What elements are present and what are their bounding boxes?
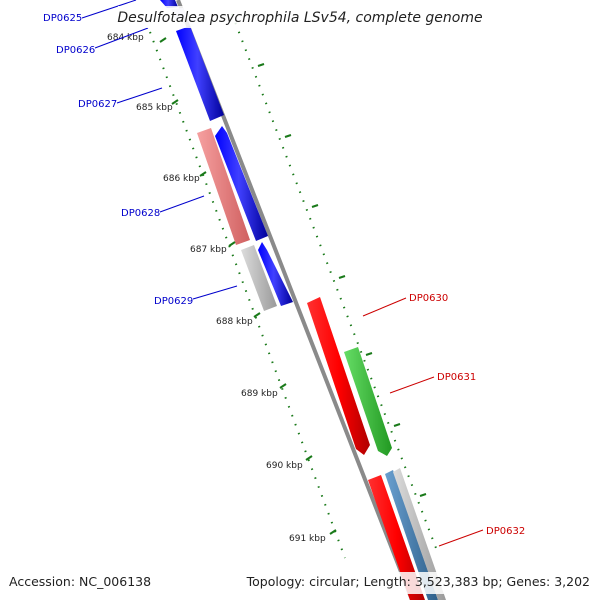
gene-label-DP0625: DP0625 (43, 13, 82, 24)
reverse-strand-features (160, 0, 293, 311)
gene-DP0630-arrow (307, 297, 370, 455)
tick-label-684: 684 kbp (107, 33, 144, 43)
accession-text: Accession: NC_006138 (9, 574, 151, 589)
rrna-feature (197, 128, 250, 245)
gene-label-DP0627: DP0627 (78, 99, 117, 110)
gene-DP0629-arrow (258, 242, 293, 306)
gene-leader-lines (81, 0, 484, 547)
map-title: Desulfotalea psychrophila LSv54, complet… (117, 10, 482, 26)
gene-label-DP0632: DP0632 (486, 526, 525, 537)
gene-label-DP0626: DP0626 (56, 45, 95, 56)
inner-tick-ring (149, 31, 346, 559)
gene-label-DP0631: DP0631 (437, 372, 476, 383)
summary-text: Topology: circular; Length: 3,523,383 bp… (246, 574, 590, 589)
title-backdrop (118, 6, 484, 28)
footer-backdrop (0, 572, 600, 594)
grey-feature (393, 468, 446, 600)
tick-label-687: 687 kbp (190, 245, 227, 255)
steelblue-feature (385, 470, 438, 600)
tick-label-689: 689 kbp (241, 389, 278, 399)
tick-label-690: 690 kbp (266, 461, 303, 471)
gene-DP0628-arrow (215, 126, 268, 241)
outer-tick-ring (231, 13, 437, 549)
trna-feature (241, 245, 277, 311)
gene-label-DP0629: DP0629 (154, 296, 193, 307)
kbp-ticks: 684 kbp 685 kbp 686 kbp 687 kbp 688 kbp … (107, 33, 337, 544)
gene-DP0631-arrow (344, 347, 392, 456)
gene-labels: DP0625 DP0626 DP0627 DP0628 DP0629 DP063… (43, 13, 525, 537)
tick-label-685: 685 kbp (136, 103, 173, 113)
tick-label-686: 686 kbp (163, 174, 200, 184)
gene-DP0627-arrow (176, 26, 224, 121)
gene-DP0632-arrow (368, 475, 425, 600)
tick-label-688: 688 kbp (216, 317, 253, 327)
gene-label-DP0630: DP0630 (409, 293, 448, 304)
gene-label-DP0628: DP0628 (121, 208, 160, 219)
forward-strand-features (307, 297, 446, 600)
outer-ring-ticks (257, 63, 427, 497)
tick-label-691: 691 kbp (289, 534, 326, 544)
